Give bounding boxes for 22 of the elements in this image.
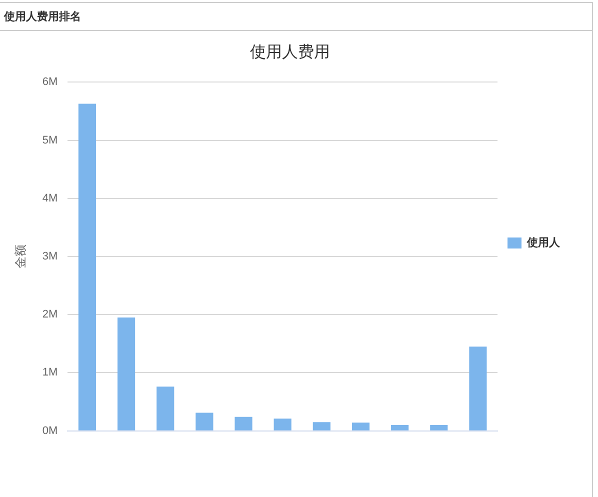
bar	[78, 104, 96, 430]
y-tick-label: 6M	[42, 76, 58, 88]
y-tick-label: 1M	[42, 366, 58, 379]
bar	[312, 422, 330, 430]
bar	[196, 412, 214, 430]
bar	[469, 346, 487, 430]
bar	[156, 386, 174, 430]
bar	[352, 422, 370, 430]
legend-label: 使用人	[526, 236, 561, 250]
y-tick-label: 5M	[42, 134, 58, 146]
y-axis-title: 金额	[14, 244, 28, 269]
bar	[234, 416, 252, 430]
chart-title: 使用人费用	[250, 43, 330, 62]
text: 使用人费用排名	[0, 3, 592, 31]
y-tick-label: 3M	[42, 250, 58, 263]
y-tick-label: 4M	[42, 192, 58, 204]
y-tick-label: 2M	[42, 308, 58, 321]
y-tick-label: 0M	[42, 424, 58, 437]
bar	[391, 425, 409, 430]
bar	[430, 425, 448, 430]
bar	[118, 318, 136, 430]
bar	[274, 418, 292, 430]
